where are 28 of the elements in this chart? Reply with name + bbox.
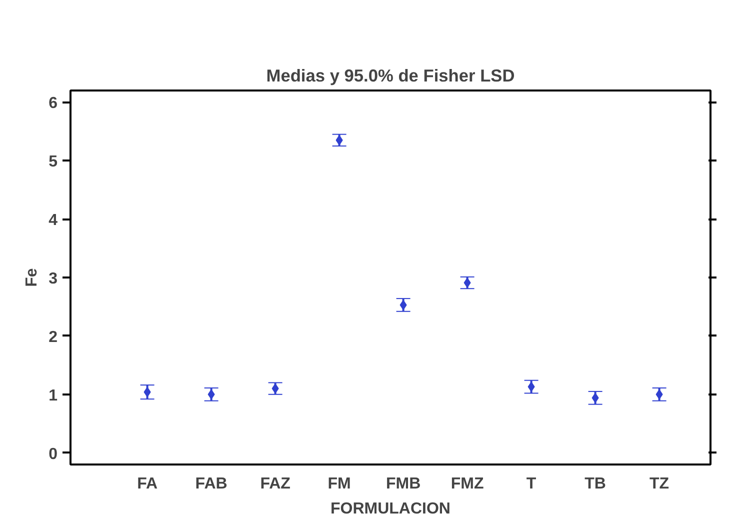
point	[528, 382, 535, 392]
point	[592, 392, 599, 403]
y-axis-title: Fe	[24, 268, 41, 287]
y-tick-label: 2	[48, 328, 58, 346]
point	[208, 389, 215, 400]
x-tick-label: FAB	[195, 476, 228, 492]
point	[272, 384, 279, 394]
y-tick-label: 1	[48, 387, 58, 404]
x-tick-label: TZ	[650, 476, 670, 492]
point	[656, 389, 663, 400]
point	[400, 300, 407, 310]
x-tick-label: FA	[137, 476, 158, 492]
x-tick-label: FMZ	[450, 476, 484, 492]
y-tick-label: 0	[48, 446, 58, 463]
y-tick-label: 5	[48, 154, 58, 171]
y-tick-label: 6	[48, 95, 58, 112]
x-tick-label: T	[526, 476, 536, 492]
chart-title: Medias y 95.0% de Fisher LSD	[266, 66, 515, 86]
x-tick-label: TB	[584, 476, 606, 492]
point	[144, 387, 151, 398]
y-tick-label: 4	[48, 212, 58, 230]
x-tick-label: FM	[328, 476, 351, 492]
y-tick-label: 3	[48, 270, 58, 288]
x-tick-label: FAZ	[260, 476, 291, 492]
x-tick-label: FMB	[386, 476, 421, 492]
point	[464, 278, 471, 288]
x-axis-title: FORMULACION	[330, 500, 450, 518]
point	[336, 135, 343, 146]
